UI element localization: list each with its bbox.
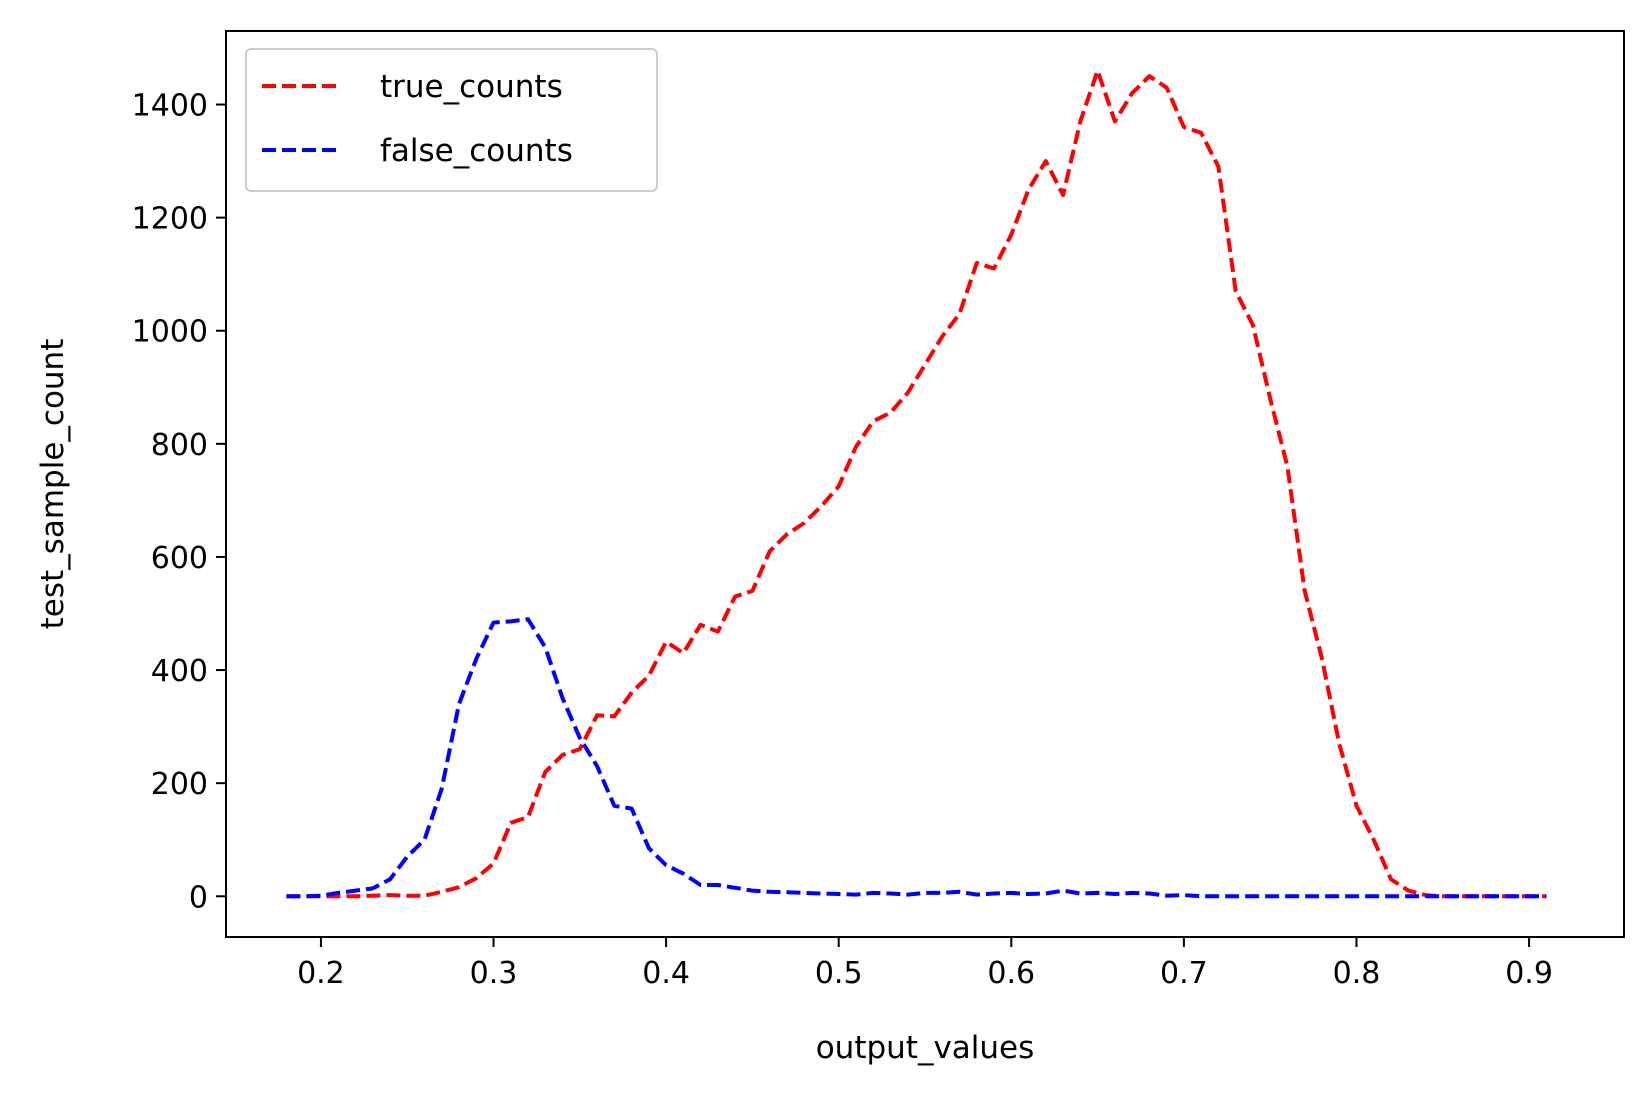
legend-label-true-counts: true_counts [380,69,563,105]
y-axis-label: test_sample_count [35,339,71,630]
series-layer [286,68,1547,899]
x-tick-label: 0.4 [642,956,690,991]
y-tick-label: 400 [151,654,208,689]
x-axis-ticks: 0.2 0.3 0.4 0.5 0.6 0.7 0.8 0.9 [297,937,1553,991]
plot-frame [225,30,1625,938]
x-tick-label: 0.2 [297,956,345,991]
x-tick-label: 0.6 [987,956,1035,991]
y-tick-label: 1000 [132,315,208,350]
y-tick-label: 0 [189,880,208,915]
y-tick-label: 800 [151,428,208,463]
legend-box [245,48,658,192]
y-tick-label: 600 [151,541,208,576]
y-tick-label: 1400 [132,89,208,124]
x-axis-label: output_values [816,1030,1035,1066]
x-tick-label: 0.3 [470,956,518,991]
x-tick-label: 0.5 [815,956,863,991]
legend-label-false-counts: false_counts [380,133,573,169]
series-line-false-counts [286,617,1547,899]
legend: true_counts false_counts [245,48,658,192]
y-axis-ticks: 0 200 400 600 800 1000 1200 1400 [132,89,226,915]
series-line-true-counts [286,68,1547,899]
y-tick-label: 1200 [132,202,208,237]
y-tick-label: 200 [151,767,208,802]
x-tick-label: 0.9 [1505,956,1553,991]
x-tick-label: 0.8 [1333,956,1381,991]
x-tick-label: 0.7 [1160,956,1208,991]
